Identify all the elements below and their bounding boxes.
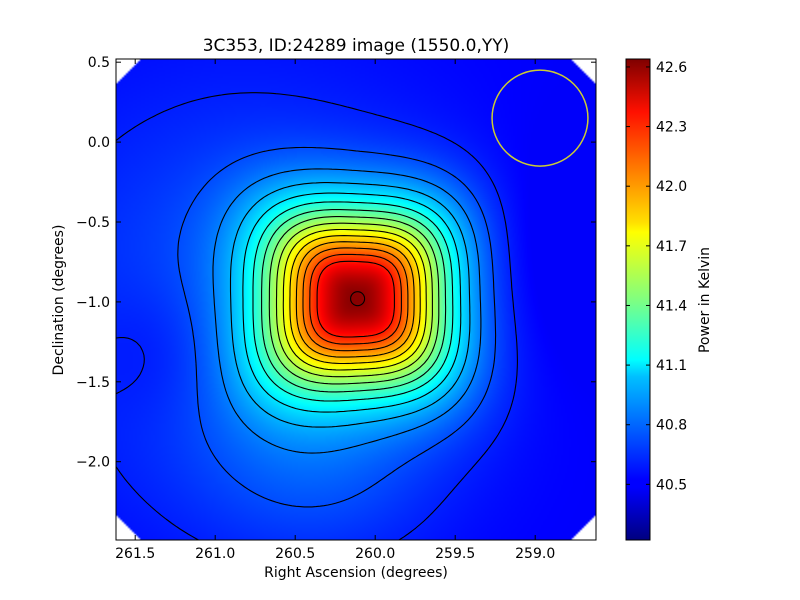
contour-line [242, 192, 462, 413]
x-tick-label: 260.5 [275, 546, 315, 562]
colorbar-tick-label: 41.7 [656, 239, 687, 255]
x-tick-label: 261.5 [115, 546, 155, 562]
y-tick-label: −1.0 [76, 295, 110, 311]
plot-area [115, 58, 597, 541]
colorbar-tick-label: 41.1 [656, 358, 687, 374]
heatmap-image [116, 59, 596, 540]
colorbar-tick-label: 41.4 [656, 298, 687, 314]
y-tick-label: 0.0 [88, 135, 110, 151]
colorbar: 40.5 40.8 41.1 41.4 41.7 42.0 42.3 42.6 Power i… [625, 58, 713, 541]
x-tick-label: 259.5 [435, 546, 475, 562]
contour-line [309, 253, 402, 345]
colorbar-tick-label: 42.0 [656, 179, 687, 195]
colorbar-tick-label: 40.5 [656, 477, 687, 493]
colorbar-tick-label: 42.6 [656, 60, 687, 76]
chart-title: 3C353, ID:24289 image (1550.0,YY) [203, 36, 510, 56]
x-tick-label: 260.0 [355, 546, 395, 562]
contour-lines [116, 92, 518, 540]
y-tick-label: −1.5 [76, 375, 110, 391]
contour-line [289, 235, 421, 365]
contour-line [268, 216, 440, 385]
contour-line [316, 260, 395, 338]
contour-line [295, 241, 415, 358]
contour-line [212, 168, 482, 454]
x-tick-label: 261.0 [195, 546, 235, 562]
y-axis-label: Declination (degrees) [51, 225, 67, 376]
y-tick-label: −2.0 [76, 455, 110, 471]
contour-line [275, 222, 433, 378]
plot-frame [115, 58, 597, 541]
x-axis: 261.5 261.0 260.5 260.0 259.5 259.0 [115, 59, 555, 562]
colorbar-gradient [625, 58, 651, 541]
contour-line [282, 228, 427, 371]
peak-contour [350, 291, 366, 307]
contour-line [302, 247, 409, 352]
contour-line [252, 201, 454, 402]
colorbar-label: Power in Kelvin [697, 247, 713, 353]
beam-circle [491, 69, 589, 167]
x-axis-label: Right Ascension (degrees) [264, 565, 448, 581]
contour-line [229, 182, 471, 428]
contour-line [177, 146, 497, 508]
colorbar-tick-label: 42.3 [656, 120, 687, 136]
y-tick-label: 0.5 [88, 55, 110, 71]
colorbar-ticks: 40.5 40.8 41.1 41.4 41.7 42.0 42.3 42.6 [626, 60, 687, 493]
contour-line [261, 209, 447, 393]
colorbar-tick-label: 40.8 [656, 418, 687, 434]
y-axis: 0.5 0.0 −0.5 −1.0 −1.5 −2.0 [76, 55, 596, 471]
contour-line [116, 92, 518, 540]
x-tick-label: 259.0 [515, 546, 555, 562]
y-tick-label: −0.5 [76, 215, 110, 231]
